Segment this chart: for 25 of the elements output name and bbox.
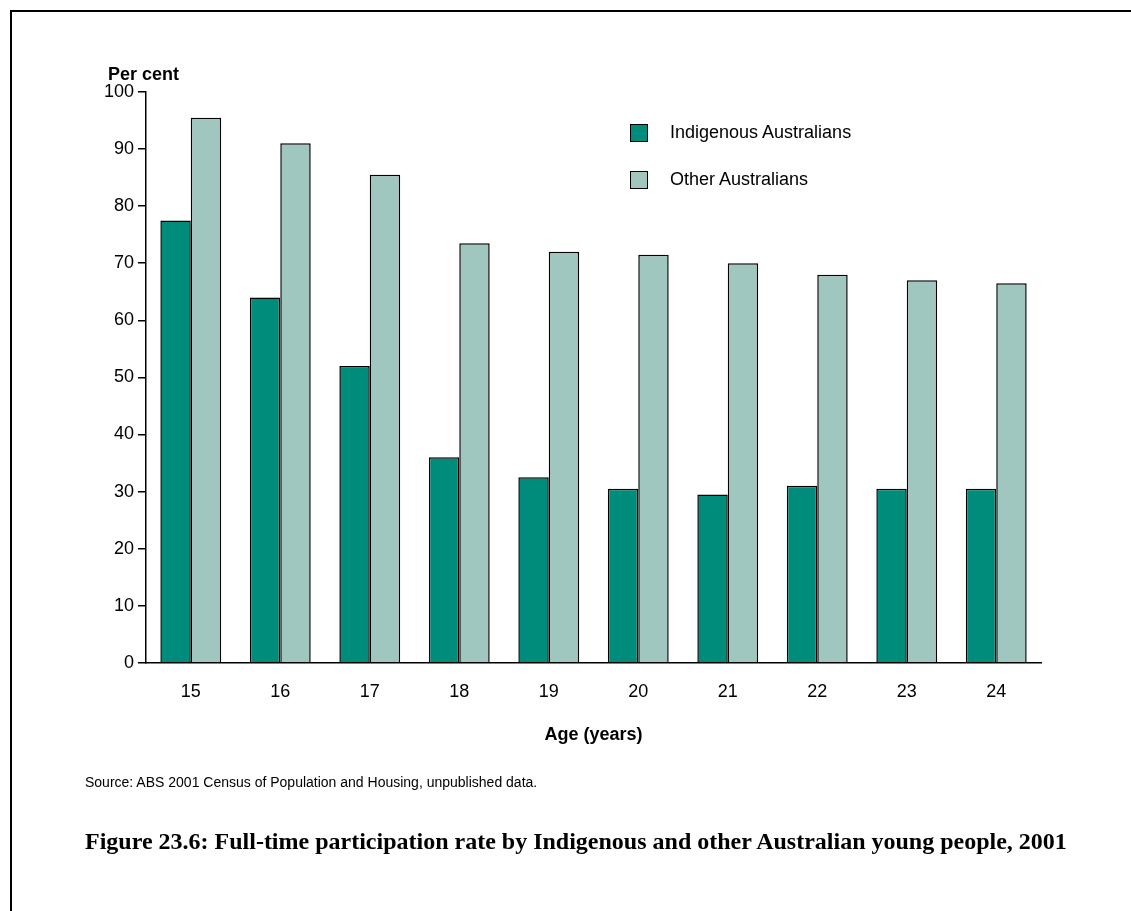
y-tick-label: 0 — [124, 651, 135, 672]
x-axis-title: Age (years) — [544, 724, 643, 745]
y-tick-label: 90 — [114, 138, 135, 159]
x-tick-label: 24 — [986, 680, 1007, 701]
y-tick-label: 30 — [114, 480, 135, 501]
x-tick-label: 18 — [449, 680, 470, 701]
x-tick-label: 21 — [717, 680, 738, 701]
x-tick-label: 19 — [538, 680, 559, 701]
x-tick-label: 17 — [359, 680, 380, 701]
x-tick-label: 15 — [180, 680, 201, 701]
legend-label: Other Australians — [670, 169, 809, 190]
y-tick-label: 50 — [114, 366, 135, 387]
y-tick-label: 10 — [114, 594, 135, 615]
x-tick-label: 23 — [896, 680, 917, 701]
x-tick-label: 22 — [807, 680, 828, 701]
y-tick-label: 70 — [114, 252, 135, 273]
legend-label: Indigenous Australians — [670, 122, 852, 143]
y-tick-label: 60 — [114, 309, 135, 330]
source-note: Source: ABS 2001 Census of Population and Housing, unpublished data. — [85, 774, 538, 790]
x-tick-label: 20 — [628, 680, 649, 701]
x-tick-label: 16 — [270, 680, 291, 701]
y-tick-label: 80 — [114, 195, 135, 216]
y-tick-label: 40 — [114, 423, 135, 444]
y-tick-label: 20 — [114, 537, 135, 558]
text: Figure 23.6: Full-time participation rate by Indigenous and other Australian young people, 2001 — [85, 827, 1068, 856]
